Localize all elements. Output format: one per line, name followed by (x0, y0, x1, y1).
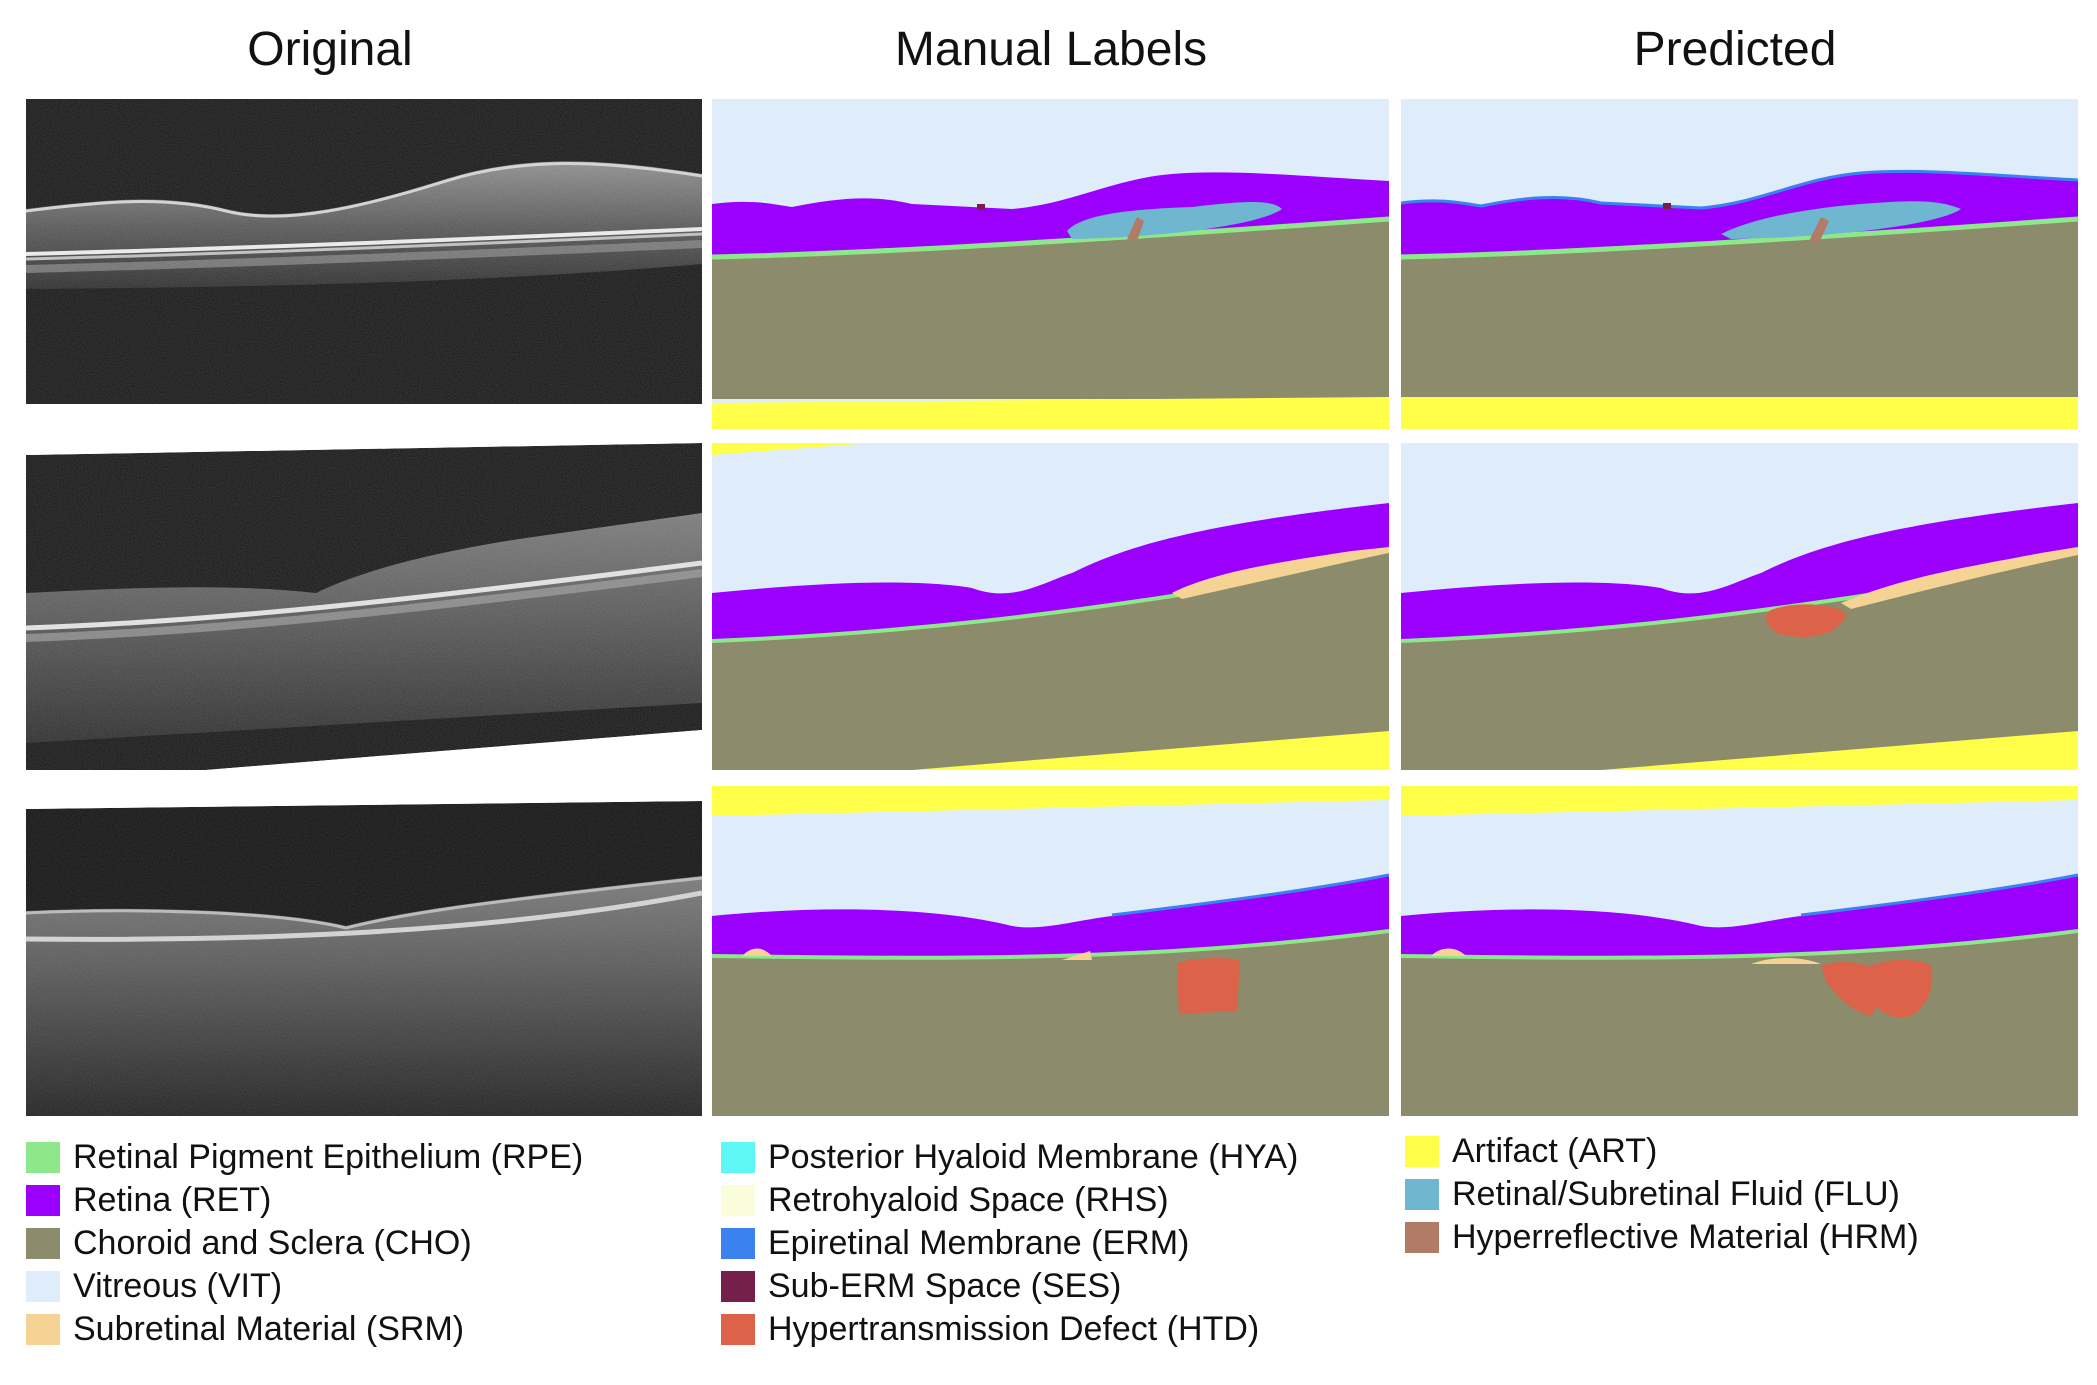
legend-column-2: Posterior Hyaloid Membrane (HYA) Retrohy… (721, 1136, 1298, 1351)
predicted-1 (1401, 99, 2078, 429)
legend-item-art: Artifact (ART) (1405, 1130, 1919, 1173)
legend-swatch-flu (1405, 1179, 1439, 1210)
legend-swatch-rpe (26, 1142, 60, 1173)
manual-labels-3 (712, 786, 1389, 1116)
legend-swatch-art (1405, 1136, 1439, 1167)
legend-item-flu: Retinal/Subretinal Fluid (FLU) (1405, 1173, 1919, 1216)
legend-swatch-srm (26, 1314, 60, 1345)
manual-labels-1 (712, 99, 1389, 429)
column-title-manual-labels: Manual Labels (894, 23, 1208, 76)
manual-labels-2 (712, 443, 1389, 770)
legend-item-ses: Sub-ERM Space (SES) (721, 1265, 1298, 1308)
legend-swatch-hya (721, 1142, 755, 1173)
legend-swatch-ret (26, 1185, 60, 1216)
legend-column-1: Retinal Pigment Epithelium (RPE) Retina … (26, 1136, 583, 1351)
legend-label-cho: Choroid and Sclera (CHO) (73, 1224, 472, 1262)
legend-label-flu: Retinal/Subretinal Fluid (FLU) (1452, 1175, 1900, 1213)
legend-item-cho: Choroid and Sclera (CHO) (26, 1222, 583, 1265)
legend-swatch-cho (26, 1228, 60, 1259)
legend-label-ret: Retina (RET) (73, 1181, 272, 1219)
legend-item-erm: Epiretinal Membrane (ERM) (721, 1222, 1298, 1265)
legend-item-vit: Vitreous (VIT) (26, 1265, 583, 1308)
legend-swatch-rhs (721, 1185, 755, 1216)
legend-label-ses: Sub-ERM Space (SES) (768, 1267, 1122, 1305)
legend-swatch-vit (26, 1271, 60, 1302)
legend-label-rpe: Retinal Pigment Epithelium (RPE) (73, 1138, 584, 1176)
predicted-2 (1401, 443, 2078, 770)
column-title-original: Original (247, 23, 413, 76)
legend-item-ret: Retina (RET) (26, 1179, 583, 1222)
legend-label-srm: Subretinal Material (SRM) (73, 1310, 465, 1348)
legend-item-hrm: Hyperreflective Material (HRM) (1405, 1216, 1919, 1259)
legend-label-htd: Hypertransmission Defect (HTD) (768, 1310, 1260, 1348)
oct-scan-1 (26, 99, 702, 404)
legend-label-rhs: Retrohyaloid Space (RHS) (768, 1181, 1169, 1219)
legend-item-srm: Subretinal Material (SRM) (26, 1308, 583, 1351)
legend-swatch-hrm (1405, 1222, 1439, 1253)
predicted-3 (1401, 786, 2078, 1116)
oct-scan-2 (26, 443, 702, 770)
legend-label-vit: Vitreous (VIT) (73, 1267, 283, 1305)
legend-swatch-ses (721, 1271, 755, 1302)
legend-label-hya: Posterior Hyaloid Membrane (HYA) (768, 1138, 1299, 1176)
legend-item-rpe: Retinal Pigment Epithelium (RPE) (26, 1136, 583, 1179)
legend-swatch-htd (721, 1314, 755, 1345)
legend-label-hrm: Hyperreflective Material (HRM) (1452, 1218, 1919, 1256)
legend-item-hya: Posterior Hyaloid Membrane (HYA) (721, 1136, 1298, 1179)
legend-column-3: Artifact (ART) Retinal/Subretinal Fluid … (1405, 1130, 1919, 1259)
legend-label-art: Artifact (ART) (1452, 1132, 1658, 1170)
column-title-predicted: Predicted (1633, 23, 1837, 76)
legend-item-htd: Hypertransmission Defect (HTD) (721, 1308, 1298, 1351)
legend-label-erm: Epiretinal Membrane (ERM) (768, 1224, 1190, 1262)
oct-scan-3 (26, 801, 702, 1116)
legend-item-rhs: Retrohyaloid Space (RHS) (721, 1179, 1298, 1222)
legend-swatch-erm (721, 1228, 755, 1259)
